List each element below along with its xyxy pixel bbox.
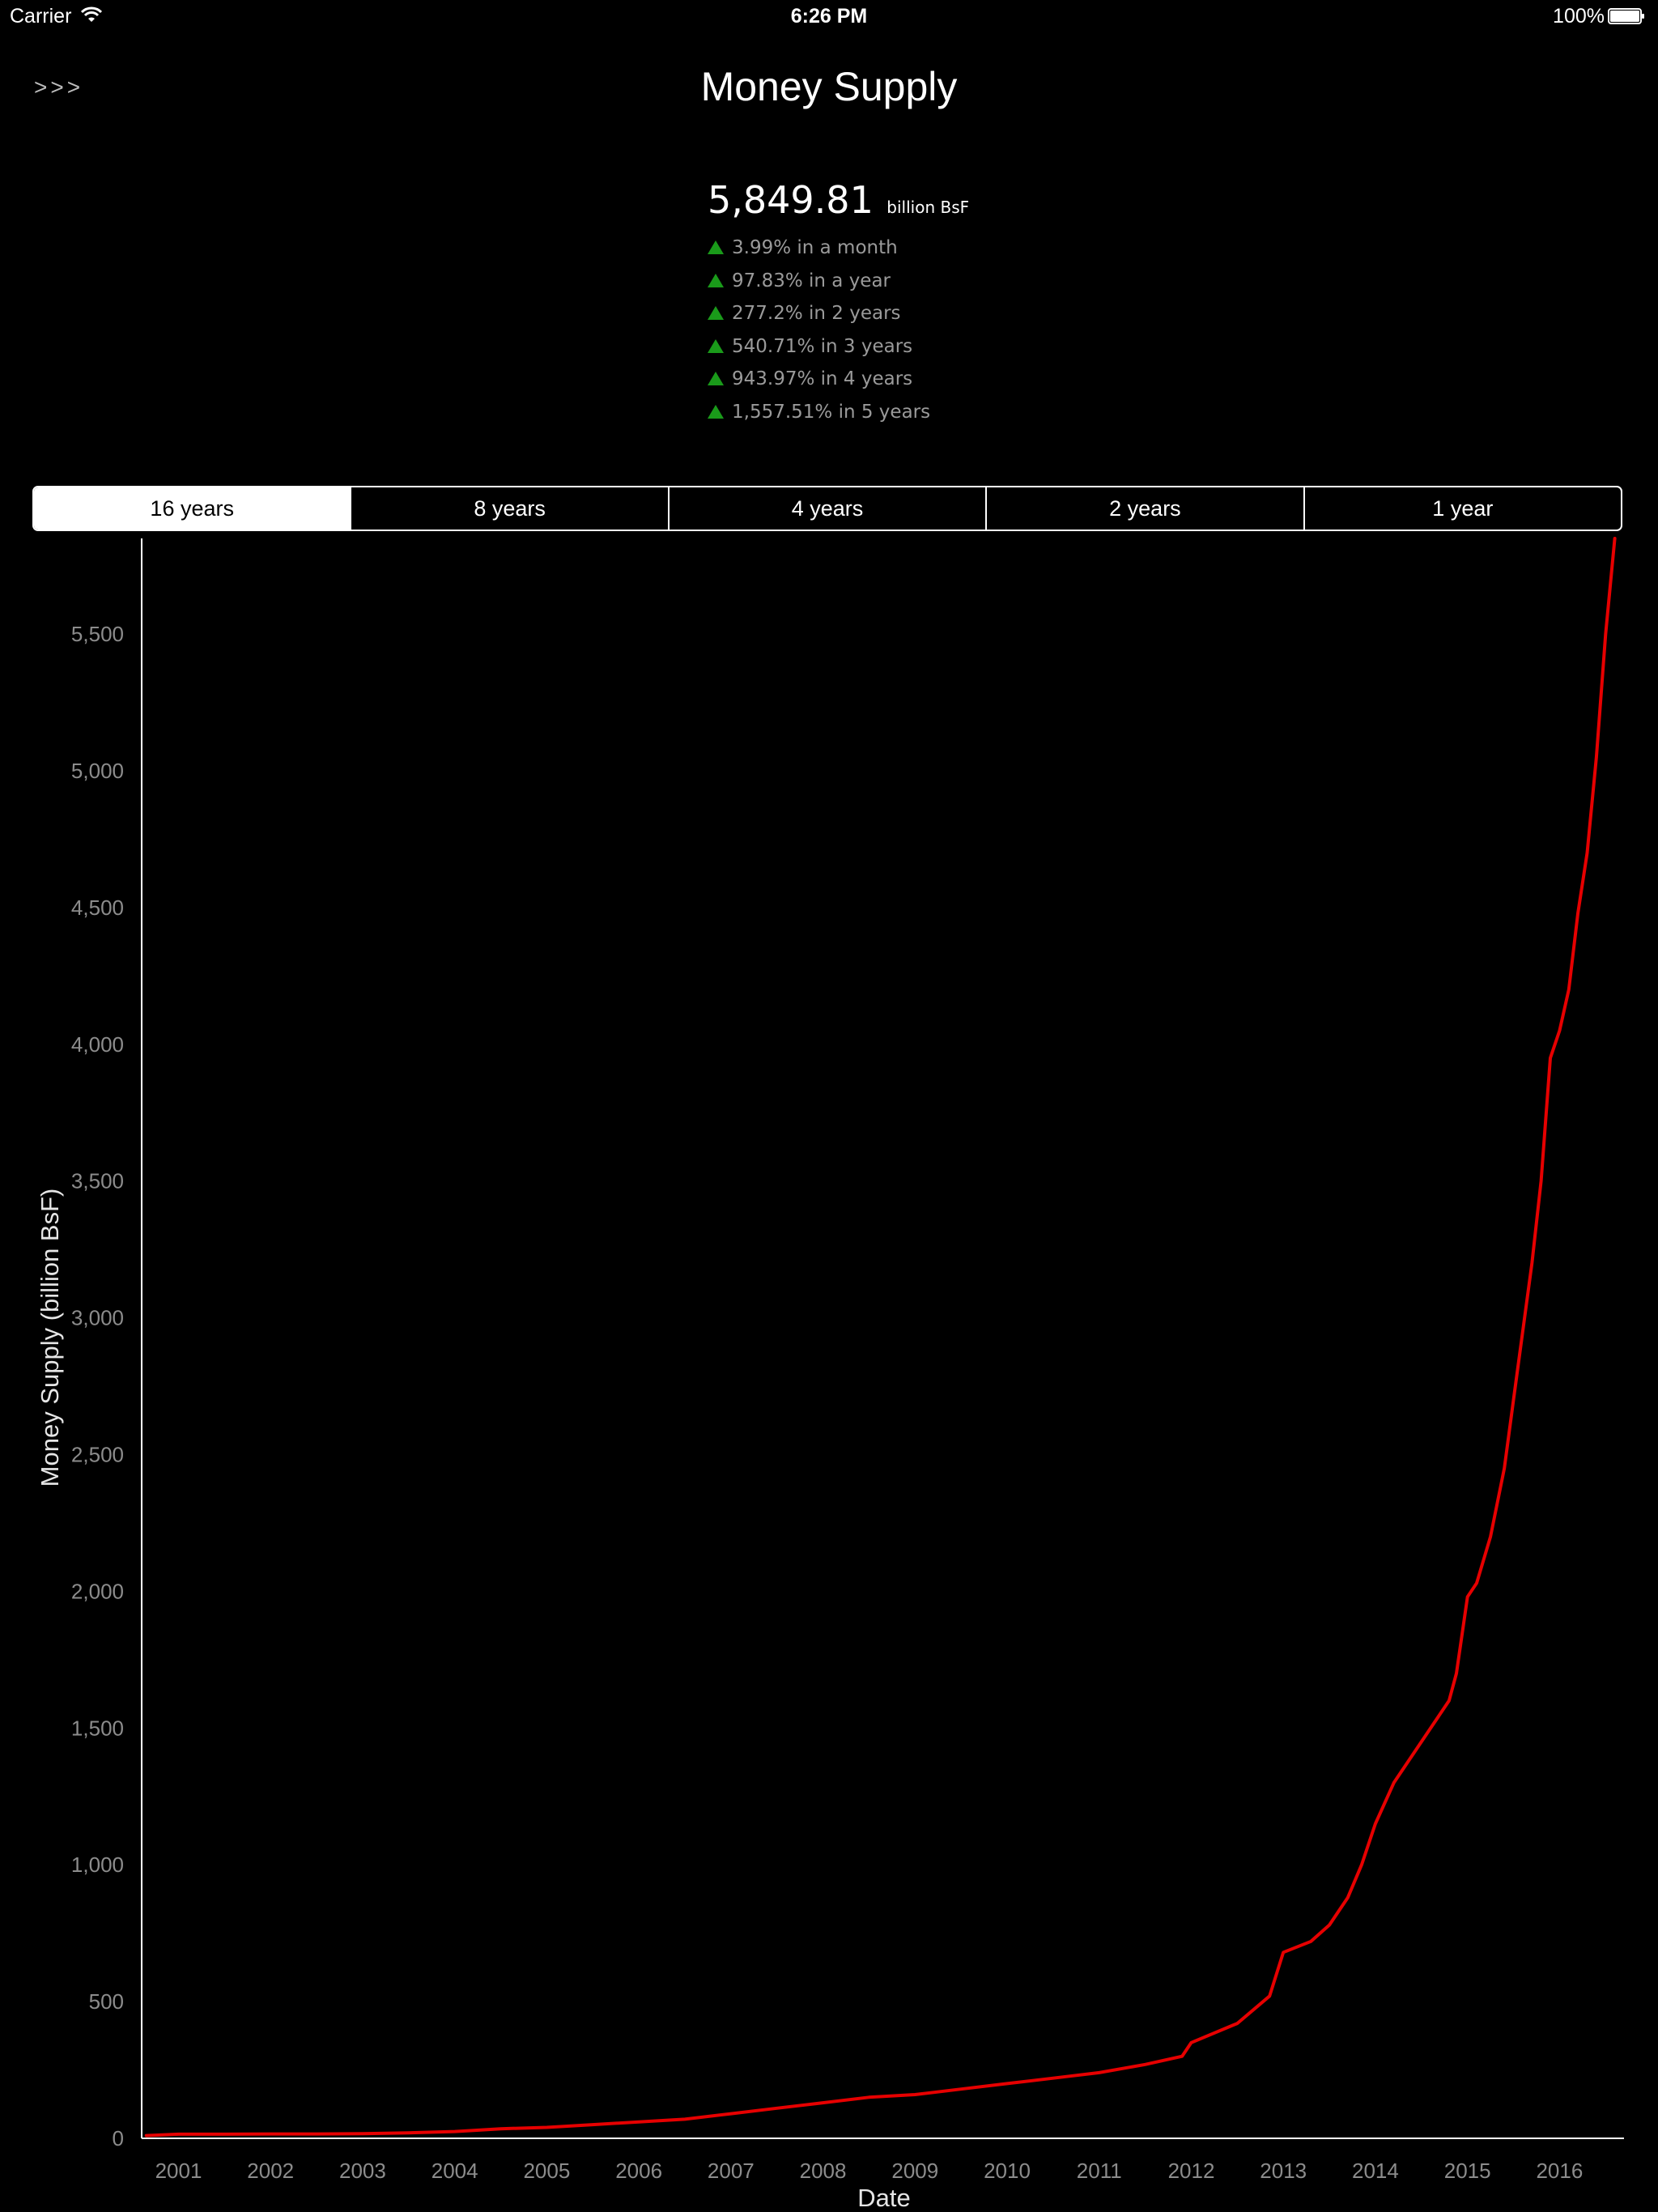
y-tick-label: 500 (89, 1989, 124, 2014)
x-tick-label: 2002 (247, 2159, 294, 2183)
change-text: 1,557.51% in 5 years (732, 401, 931, 423)
change-item: 1,557.51% in 5 years (708, 396, 969, 429)
x-tick-label: 2008 (800, 2159, 847, 2183)
x-tick-label: 2004 (432, 2159, 478, 2183)
y-tick-label: 3,000 (71, 1306, 124, 1330)
summary-panel: 5,849.81 billion BsF 3.99% in a month 97… (708, 178, 969, 428)
y-tick-label: 2,000 (71, 1579, 124, 1603)
y-tick-label: 5,000 (71, 759, 124, 783)
x-tick-label: 2007 (708, 2159, 755, 2183)
change-text: 3.99% in a month (732, 237, 898, 258)
change-item: 943.97% in 4 years (708, 363, 969, 396)
page-title: Money Supply (700, 64, 958, 109)
x-tick-label: 2013 (1260, 2159, 1307, 2183)
up-arrow-icon (708, 306, 724, 320)
up-arrow-icon (708, 240, 724, 254)
up-arrow-icon (708, 338, 724, 353)
current-value-row: 5,849.81 billion BsF (708, 178, 969, 222)
x-tick-label: 2001 (155, 2159, 202, 2183)
current-value: 5,849.81 (708, 178, 874, 222)
change-text: 97.83% in a year (732, 270, 891, 291)
y-tick-label: 3,500 (71, 1169, 124, 1193)
y-axis-title: Money Supply (billion BsF) (36, 1189, 64, 1487)
range-option-4-years[interactable]: 4 years (667, 487, 985, 530)
clock: 6:26 PM (790, 5, 868, 28)
up-arrow-icon (708, 273, 724, 287)
wifi-icon (81, 6, 102, 22)
x-axis-title: Date (857, 2184, 910, 2212)
change-text: 540.71% in 3 years (732, 335, 913, 357)
y-tick-label: 0 (113, 2126, 124, 2150)
x-tick-label: 2003 (339, 2159, 386, 2183)
y-tick-label: 4,000 (71, 1032, 124, 1057)
x-tick-label: 2014 (1352, 2159, 1399, 2183)
change-item: 3.99% in a month (708, 232, 969, 265)
series-line (144, 537, 1617, 2138)
menu-toggle-button[interactable]: >>> (34, 74, 84, 100)
change-item: 540.71% in 3 years (708, 330, 969, 364)
change-list: 3.99% in a month 97.83% in a year 277.2%… (708, 232, 969, 428)
range-selector: 16 years 8 years 4 years 2 years 1 year (32, 486, 1622, 531)
value-unit: billion BsF (886, 198, 970, 217)
change-text: 277.2% in 2 years (732, 303, 901, 324)
x-tick-label: 2012 (1168, 2159, 1215, 2183)
change-item: 97.83% in a year (708, 265, 969, 298)
change-text: 943.97% in 4 years (732, 368, 913, 389)
y-tick-label: 1,500 (71, 1716, 124, 1740)
range-option-8-years[interactable]: 8 years (350, 487, 667, 530)
x-tick-label: 2011 (1077, 2159, 1122, 2183)
x-tick-label: 2016 (1536, 2159, 1583, 2183)
y-tick-label: 4,500 (71, 895, 124, 920)
range-option-16-years[interactable]: 16 years (34, 487, 351, 530)
range-option-1-year[interactable]: 1 year (1303, 487, 1621, 530)
up-arrow-icon (708, 372, 724, 385)
range-option-2-years[interactable]: 2 years (985, 487, 1303, 530)
y-tick-label: 1,000 (71, 1853, 124, 1877)
up-arrow-icon (708, 404, 724, 419)
battery-percent: 100% (1553, 5, 1605, 28)
x-tick-label: 2010 (984, 2159, 1031, 2183)
status-bar: Carrier 6:26 PM 100% (0, 0, 1658, 32)
x-tick-label: 2005 (523, 2159, 570, 2183)
carrier-label: Carrier (10, 5, 72, 28)
x-tick-label: 2006 (615, 2159, 662, 2183)
y-tick-label: 2,500 (71, 1443, 124, 1467)
x-tick-label: 2009 (891, 2159, 938, 2183)
y-tick-label: 5,500 (71, 622, 124, 646)
change-item: 277.2% in 2 years (708, 297, 969, 330)
x-tick-label: 2015 (1444, 2159, 1491, 2183)
battery-icon (1608, 8, 1644, 24)
